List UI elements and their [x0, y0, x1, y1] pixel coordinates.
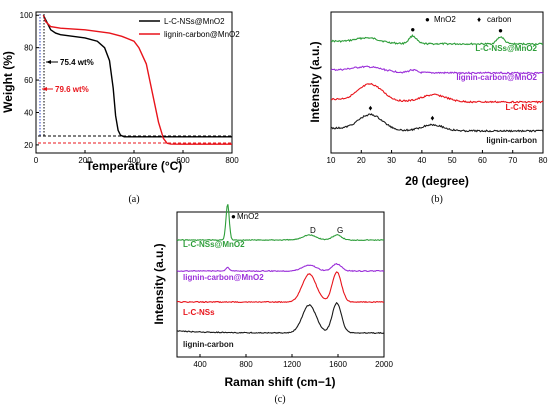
y-tick-label: 20 [24, 141, 33, 150]
annotation-c-mno2: MnO2 [237, 212, 259, 221]
caption-b: (b) [431, 194, 443, 205]
x-tick-label: 80 [539, 156, 548, 165]
label-b-lcnss: L-C-NSs [505, 103, 537, 112]
label-c-lignin-carbon-mno2: lignin-carbon@MnO2 [183, 273, 264, 282]
x-tick-label: 60 [478, 156, 487, 165]
peak-marker-mno2-icon: ● [498, 26, 503, 35]
series-line-l-c-nss-mno2 [42, 14, 232, 138]
x-tick-label: 800 [239, 360, 253, 369]
label-b-lignin-carbon-mno2: lignin-carbon@MnO2 [456, 73, 537, 82]
series-line-l-c-nss [330, 82, 544, 104]
panel-c-frame [176, 211, 385, 358]
annotation-75-4: 75.4 wt% [60, 58, 94, 67]
series-line-l-c-nss [176, 271, 384, 304]
panel-a-xlabel: Temperature (°C) [86, 159, 183, 173]
label-c-lcnss: L-C-NSs [183, 308, 215, 317]
legend-label-lcnss-mno2: L-C-NSs@MnO2 [164, 17, 225, 26]
panel-b-ylabel: Intensity (a.u.) [308, 41, 322, 122]
annotation-79-6: 79.6 wt% [55, 85, 89, 94]
panel-c-ylabel: Intensity (a.u.) [152, 243, 166, 324]
mno2-dot-icon: ● [231, 212, 236, 221]
annotation-c-g-band: G [337, 226, 343, 235]
series-line-lignin-carbon [176, 301, 385, 335]
series-line-l-c-nss-mno2 [176, 204, 385, 242]
series-line-l-c-nss-mno2 [330, 33, 544, 46]
panel-c-xlabel: Raman shift (cm−1) [224, 375, 335, 389]
legend-label-carbon: carbon [487, 15, 511, 24]
panel-a-tga: 0 200 400 600 800 20 40 60 80 100 75.4 wt% 79.6 … [1, 11, 240, 205]
peak-marker-mno2-icon: ● [410, 25, 415, 34]
panel-c-raman: 400 800 1200 1600 2000 ● MnO2 D G L-C-NSs@Mn… [152, 204, 393, 405]
panel-a-ylabel: Weight (%) [1, 51, 15, 113]
panel-b-x-ticks: 10 20 30 40 50 60 70 80 [327, 150, 548, 165]
panel-b-peak-markers: ♦ ♦ ● ● [368, 25, 503, 123]
label-b-lignin-carbon: lignin-carbon [486, 136, 537, 145]
x-tick-label: 400 [127, 156, 141, 165]
panel-c-series [176, 204, 385, 335]
x-tick-label: 0 [34, 156, 39, 165]
x-tick-label: 200 [78, 156, 92, 165]
x-tick-label: 600 [176, 156, 190, 165]
x-tick-label: 1200 [283, 360, 301, 369]
label-b-lcnss-mno2: L-C-NSs@MnO2 [475, 44, 537, 53]
peak-marker-carbon-icon: ♦ [430, 114, 434, 123]
panel-b-xlabel: 2θ (degree) [405, 174, 469, 188]
arrowhead-red [42, 87, 47, 91]
panel-a-y-ticks: 20 40 60 80 100 [20, 11, 39, 150]
panel-c-x-ticks: 400 800 1200 1600 2000 [193, 354, 393, 369]
panel-b-series [330, 33, 544, 133]
label-c-lcnss-mno2: L-C-NSs@MnO2 [183, 240, 245, 249]
series-line-lignin-carbon-mno2 [176, 262, 385, 273]
panel-a-series [42, 14, 232, 145]
legend-label-mno2: MnO2 [434, 15, 456, 24]
legend-diamond-carbon-icon: ♦ [477, 15, 481, 24]
legend-dot-mno2-icon: ● [425, 15, 430, 24]
caption-c: (c) [274, 394, 285, 405]
y-tick-label: 60 [24, 76, 33, 85]
x-tick-label: 800 [225, 156, 239, 165]
arrowhead-black [46, 60, 51, 64]
label-c-lignin-carbon: lignin-carbon [183, 340, 234, 349]
series-line-lignin-carbon-mno2 [42, 14, 232, 145]
y-tick-label: 40 [24, 108, 33, 117]
panel-a-x-ticks: 0 200 400 600 800 [34, 150, 239, 165]
y-tick-label: 100 [20, 11, 34, 20]
x-tick-label: 20 [357, 156, 366, 165]
x-tick-label: 1600 [329, 360, 347, 369]
panel-b-xrd: 10 20 30 40 50 60 70 80 ♦ ♦ ● ● ● MnO2 ♦ carbon L-… [308, 11, 548, 205]
x-tick-label: 40 [417, 156, 426, 165]
series-line-lignin-carbon [330, 113, 544, 133]
x-tick-label: 10 [327, 156, 336, 165]
x-tick-label: 400 [193, 360, 207, 369]
series-line-lignin-carbon-mno2 [330, 65, 544, 75]
peak-marker-carbon-icon: ♦ [368, 104, 372, 113]
x-tick-label: 70 [508, 156, 517, 165]
caption-a: (a) [128, 194, 139, 205]
legend-label-lignin-carbon-mno2: lignin-carbon@MnO2 [164, 30, 240, 39]
x-tick-label: 50 [448, 156, 457, 165]
x-tick-label: 30 [387, 156, 396, 165]
x-tick-label: 2000 [375, 360, 393, 369]
panel-b-frame [330, 11, 544, 154]
y-tick-label: 80 [24, 44, 33, 53]
annotation-c-d-band: D [310, 226, 316, 235]
